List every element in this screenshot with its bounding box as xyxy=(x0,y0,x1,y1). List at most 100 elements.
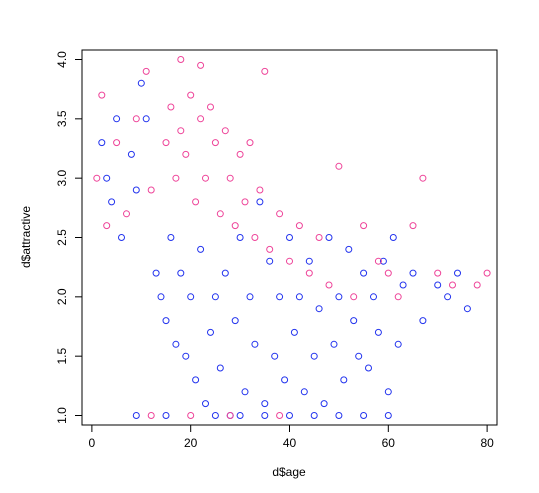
data-point xyxy=(266,245,274,253)
data-point xyxy=(93,174,101,182)
data-point xyxy=(241,198,249,206)
data-point xyxy=(360,269,368,277)
data-point xyxy=(261,412,269,419)
data-point xyxy=(315,234,323,241)
data-point xyxy=(167,103,175,111)
data-point xyxy=(182,150,190,158)
data-point xyxy=(325,234,333,241)
data-point xyxy=(177,269,185,277)
data-point xyxy=(370,293,377,301)
x-axis-label: d$age xyxy=(272,465,306,479)
data-point xyxy=(463,305,471,313)
data-point xyxy=(295,293,303,301)
data-point xyxy=(444,293,452,301)
data-point xyxy=(98,91,106,99)
data-point xyxy=(290,328,298,336)
x-tick-label: 60 xyxy=(382,436,396,450)
data-point xyxy=(325,281,333,289)
data-point xyxy=(103,174,111,182)
data-point xyxy=(335,412,343,419)
data-point xyxy=(207,103,214,111)
data-point xyxy=(192,198,200,206)
data-point xyxy=(182,352,190,360)
data-point xyxy=(281,376,289,384)
data-point xyxy=(103,222,111,230)
data-point xyxy=(335,293,343,301)
data-point xyxy=(236,412,244,419)
data-point xyxy=(127,150,135,158)
y-tick-label: 1.5 xyxy=(55,348,69,365)
data-point xyxy=(108,198,116,206)
data-point xyxy=(286,257,293,265)
data-point xyxy=(399,281,407,289)
data-point xyxy=(226,174,234,182)
data-point xyxy=(261,67,269,75)
data-point xyxy=(449,281,456,289)
x-axis: 0 20 40 60 80 xyxy=(89,424,494,450)
data-point xyxy=(483,269,491,277)
data-point xyxy=(216,210,224,218)
data-point xyxy=(256,198,264,206)
data-point xyxy=(113,139,121,147)
data-point xyxy=(409,222,417,230)
data-point xyxy=(113,115,121,123)
data-point xyxy=(251,234,259,241)
data-point xyxy=(350,317,358,325)
x-tick-label: 0 xyxy=(89,436,96,450)
y-tick-label: 1.0 xyxy=(55,407,69,424)
data-point xyxy=(256,186,264,194)
data-point xyxy=(167,234,175,241)
data-point xyxy=(419,174,427,182)
data-point xyxy=(197,115,205,123)
y-tick-label: 2.0 xyxy=(55,288,69,305)
data-point xyxy=(236,234,244,241)
data-point xyxy=(202,174,209,182)
data-point xyxy=(350,293,358,301)
data-point xyxy=(123,210,130,218)
data-point xyxy=(305,269,313,277)
data-point xyxy=(374,328,382,336)
data-point xyxy=(211,139,219,147)
data-point xyxy=(202,400,209,408)
data-point xyxy=(473,281,481,289)
data-point xyxy=(315,305,323,313)
data-point xyxy=(197,245,205,253)
data-point xyxy=(231,317,239,325)
data-point xyxy=(157,293,165,301)
data-point xyxy=(271,352,279,360)
data-point xyxy=(241,388,249,396)
data-point xyxy=(305,257,313,265)
data-point xyxy=(137,79,145,87)
data-point xyxy=(172,174,180,182)
data-point xyxy=(286,412,293,419)
data-point xyxy=(320,400,328,408)
data-point xyxy=(132,412,140,419)
data-point xyxy=(187,412,195,419)
y-axis-label: d$attractive xyxy=(19,206,33,268)
data-point xyxy=(216,364,224,372)
data-point xyxy=(132,186,140,194)
data-point xyxy=(384,412,392,419)
data-point xyxy=(187,293,195,301)
data-point xyxy=(142,115,150,123)
data-point xyxy=(340,376,348,384)
data-point xyxy=(384,269,392,277)
data-point xyxy=(295,222,303,230)
data-point xyxy=(172,340,180,348)
data-point xyxy=(360,222,368,230)
data-point xyxy=(162,317,170,325)
x-tick-label: 80 xyxy=(480,436,494,450)
data-point xyxy=(300,388,308,396)
data-point xyxy=(266,257,274,265)
data-point xyxy=(310,412,318,419)
data-point xyxy=(132,115,140,123)
data-point xyxy=(384,388,392,396)
data-point xyxy=(335,162,343,170)
data-point xyxy=(236,150,244,158)
plot-area-frame xyxy=(81,49,498,426)
data-point xyxy=(118,234,125,241)
data-point xyxy=(98,139,106,147)
data-point xyxy=(211,293,219,301)
data-point xyxy=(226,412,234,419)
data-point xyxy=(409,269,417,277)
